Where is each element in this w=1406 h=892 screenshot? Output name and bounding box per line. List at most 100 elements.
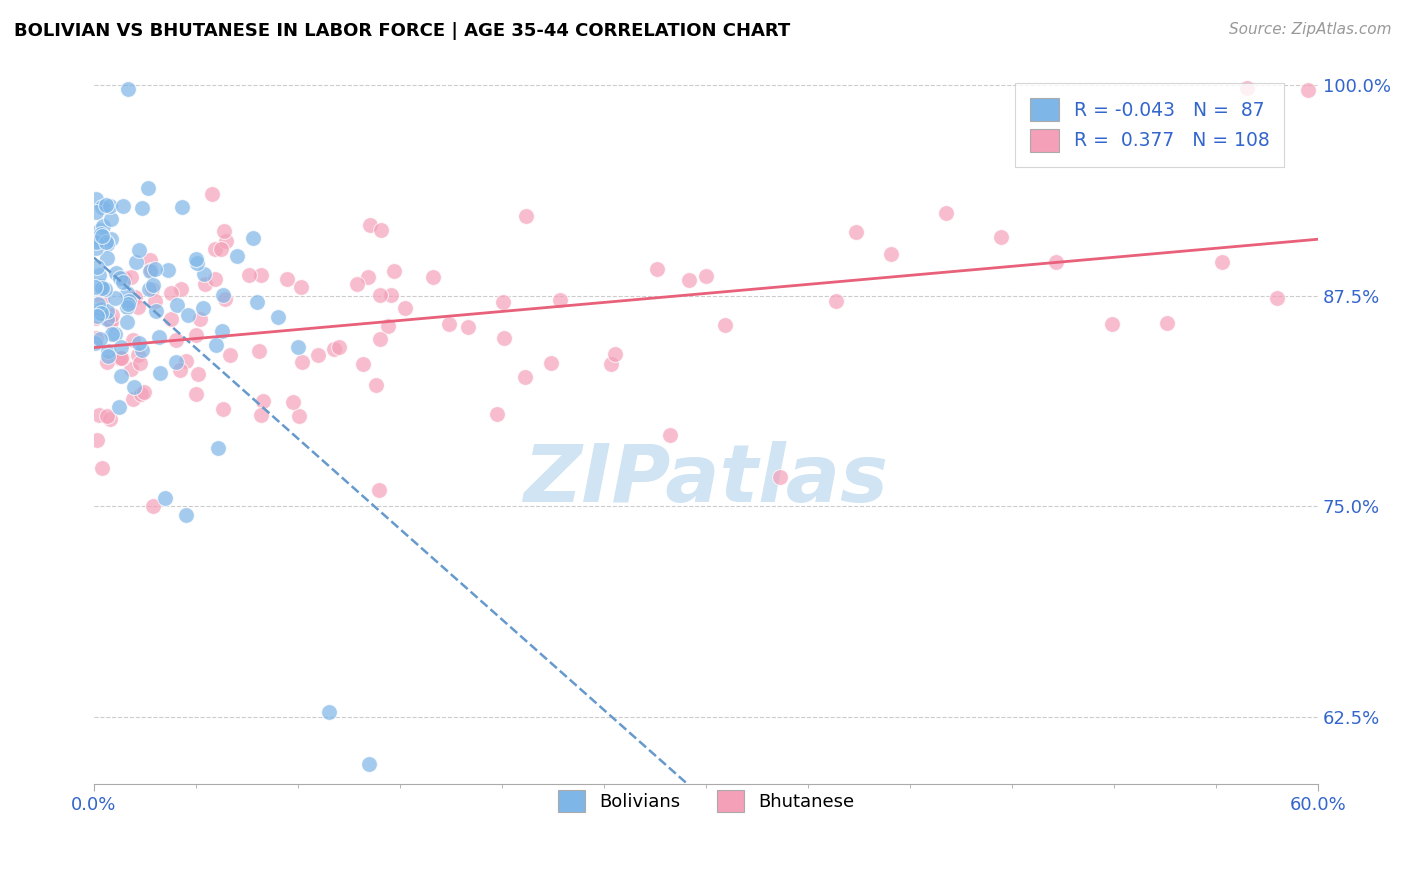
Point (132, 384, 155, 399)
Point (125, 255, 148, 269)
Text: BOLIVIAN VS BHUTANESE IN LABOR FORCE | AGE 35-44 CORRELATION CHART: BOLIVIAN VS BHUTANESE IN LABOR FORCE | A… (14, 22, 790, 40)
Point (120, 362, 142, 376)
Point (212, 224, 235, 238)
Point (678, 273, 700, 287)
Point (515, 370, 537, 384)
Point (111, 275, 134, 289)
Point (128, 244, 150, 258)
Point (769, 469, 792, 483)
Point (89, 305, 111, 319)
Point (139, 263, 162, 277)
Point (205, 338, 228, 352)
Point (380, 288, 402, 302)
Point (1211, 255, 1233, 269)
Point (91, 460, 114, 475)
Point (131, 202, 153, 216)
Point (172, 201, 194, 215)
Point (104, 291, 127, 305)
Point (90, 302, 112, 317)
Point (880, 247, 903, 261)
Point (238, 268, 260, 282)
Point (120, 270, 142, 285)
Point (250, 409, 273, 423)
Point (96, 354, 118, 368)
Point (110, 270, 132, 285)
Point (382, 264, 405, 278)
Point (84, 235, 107, 249)
Point (111, 351, 134, 366)
Point (366, 377, 388, 392)
Point (108, 351, 131, 365)
Point (155, 491, 177, 505)
Point (176, 353, 198, 368)
Point (422, 270, 444, 285)
Point (457, 320, 479, 334)
Point (94, 197, 117, 211)
Point (90, 279, 112, 293)
Point (136, 181, 159, 195)
Point (370, 223, 392, 237)
Point (322, 343, 344, 357)
Point (328, 339, 350, 353)
Point (142, 500, 165, 514)
Point (110, 351, 132, 365)
Point (117, 285, 139, 300)
Point (1296, 83, 1319, 97)
Point (209, 243, 232, 257)
Point (186, 255, 208, 269)
Point (186, 328, 208, 343)
Point (110, 340, 132, 354)
Point (121, 333, 143, 347)
Point (1236, 81, 1258, 95)
Point (169, 363, 191, 377)
Point (128, 356, 150, 370)
Point (131, 343, 153, 358)
Point (645, 262, 668, 277)
Point (201, 187, 224, 202)
Point (540, 356, 562, 370)
Point (90, 293, 112, 307)
Point (184, 252, 207, 267)
Point (98, 412, 121, 426)
Point (548, 293, 571, 307)
Point (89, 408, 111, 422)
Point (91, 219, 114, 233)
Point (287, 340, 309, 354)
Point (204, 242, 226, 256)
Point (84, 192, 107, 206)
Point (90, 227, 112, 241)
Point (225, 249, 247, 263)
Point (84, 335, 107, 350)
Point (117, 82, 139, 96)
Point (1156, 316, 1178, 330)
Point (115, 300, 138, 314)
Point (148, 330, 170, 344)
Point (139, 253, 162, 268)
Point (207, 441, 229, 455)
Point (246, 295, 269, 310)
Point (143, 294, 166, 309)
Point (291, 354, 314, 368)
Point (214, 292, 236, 306)
Legend: Bolivians, Bhutanese: Bolivians, Bhutanese (543, 775, 869, 826)
Point (84, 311, 107, 326)
Point (160, 312, 183, 326)
Point (148, 366, 170, 380)
Point (359, 218, 381, 232)
Point (486, 407, 509, 421)
Text: ZIPatlas: ZIPatlas (523, 441, 889, 519)
Point (84, 240, 107, 254)
Point (98, 199, 121, 213)
Point (249, 268, 271, 283)
Point (84, 303, 107, 318)
Point (394, 301, 416, 315)
Point (290, 280, 312, 294)
Point (97, 343, 120, 358)
Point (186, 386, 208, 401)
Point (219, 348, 242, 362)
Point (94, 282, 117, 296)
Point (100, 212, 122, 227)
Point (143, 261, 166, 276)
Point (176, 309, 198, 323)
Point (515, 210, 537, 224)
